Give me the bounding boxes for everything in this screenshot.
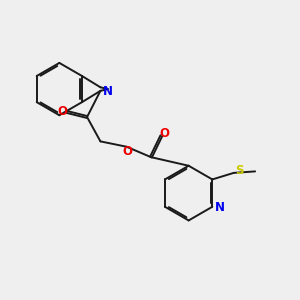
Text: O: O	[122, 145, 132, 158]
Text: N: N	[103, 85, 112, 98]
Text: N: N	[215, 201, 225, 214]
Text: O: O	[57, 105, 67, 118]
Text: S: S	[235, 164, 244, 177]
Text: O: O	[159, 127, 169, 140]
